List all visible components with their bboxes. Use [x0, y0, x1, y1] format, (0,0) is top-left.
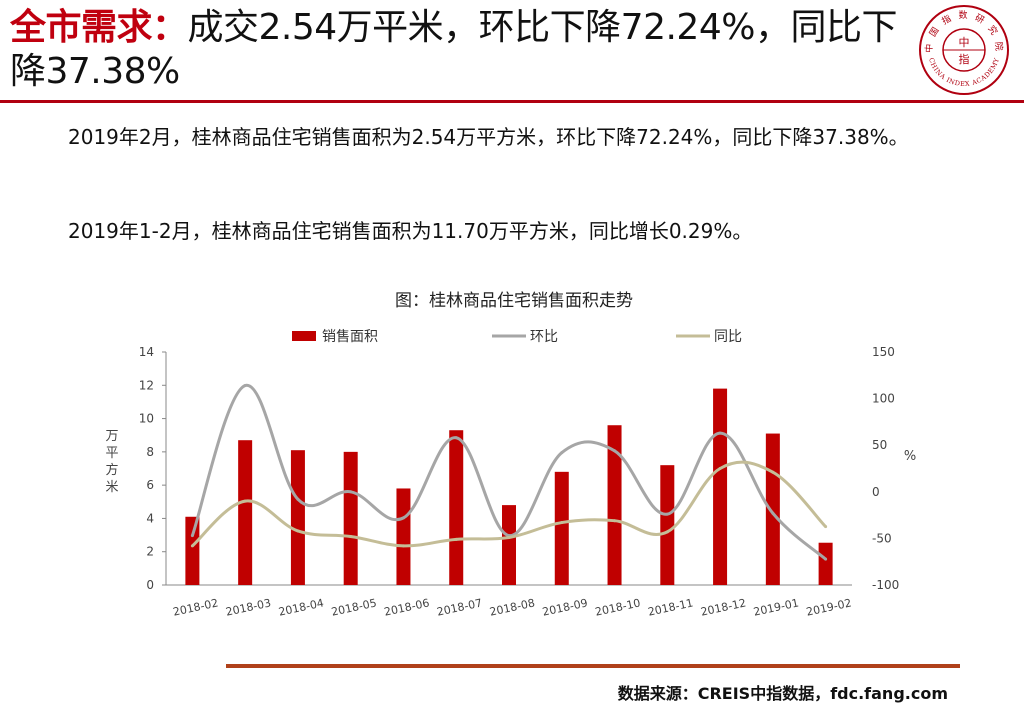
chart-title: 图：桂林商品住宅销售面积走势 [395, 291, 633, 311]
point-series-1-2018-03 [243, 384, 247, 388]
y-axis-label-right: % [904, 449, 916, 464]
logo-center-top: 中 [959, 36, 970, 49]
point-series-2-2018-07 [454, 537, 458, 541]
y-tick-right-1: -100 [872, 578, 899, 592]
point-series-1-2018-05 [349, 490, 353, 494]
bar-2018-07 [449, 430, 464, 585]
y-tick-left-1: 0 [146, 578, 154, 592]
legend-label-2: 环比 [530, 329, 558, 345]
bar-2018-09 [554, 471, 569, 585]
y-axis-label-left-char-3: 方 [105, 462, 118, 478]
point-series-2-2018-05 [349, 535, 353, 539]
point-series-2-2019-01 [771, 470, 775, 474]
page-title-text: 成交2.54万平米，环比下降72.24%，同比下降37.38% [10, 7, 897, 92]
bar-2019-01 [765, 433, 780, 585]
header-divider [0, 100, 1024, 103]
x-tick-2019-02: 2019-02 [805, 596, 853, 618]
bar-2018-10 [607, 425, 622, 585]
point-series-1-2018-07 [454, 436, 458, 440]
x-tick-2018-07: 2018-07 [436, 596, 484, 618]
x-tick-2018-03: 2018-03 [225, 596, 273, 618]
point-series-2-2018-12 [718, 467, 722, 470]
point-series-2-2018-02 [190, 544, 194, 548]
y-axis-label-left-char-1: 万 [105, 429, 118, 444]
bar-2018-05 [343, 451, 358, 585]
point-series-1-2018-04 [296, 497, 300, 501]
bar-2018-11 [660, 465, 675, 585]
y-tick-right-2: -50 [872, 531, 892, 545]
bar-2018-06 [396, 488, 411, 585]
y-tick-left-7: 12 [139, 378, 154, 392]
point-series-1-2018-02 [190, 534, 194, 538]
footer-divider [226, 664, 960, 668]
point-series-1-2018-10 [613, 449, 617, 453]
y-axis-label-left-char-2: 平 [105, 446, 118, 461]
y-tick-left-4: 6 [146, 478, 154, 492]
point-series-1-2019-02 [824, 557, 828, 561]
bar-2019-02 [818, 542, 833, 585]
page-title: 全市需求：成交2.54万平米，环比下降72.24%，同比下降37.38% [10, 6, 910, 94]
legend-label-3: 同比 [714, 329, 742, 345]
point-series-2-2018-03 [243, 499, 247, 503]
x-tick-2019-01: 2019-01 [752, 596, 800, 618]
point-series-2-2019-02 [824, 525, 828, 529]
x-tick-2018-11: 2018-11 [647, 596, 695, 618]
data-source: 数据来源：CREIS中指数据，fdc.fang.com [617, 684, 948, 703]
china-index-academy-logo: 中 国 指 数 研 究 院 CHINA INDEX ACADEMY 中 指 [919, 5, 1009, 95]
x-tick-2018-10: 2018-10 [594, 596, 642, 618]
point-series-2-2018-11 [665, 530, 669, 534]
point-series-2-2018-06 [401, 544, 405, 548]
x-tick-2018-04: 2018-04 [277, 596, 325, 618]
y-tick-right-6: 150 [872, 345, 895, 359]
bar-2018-02 [185, 516, 200, 585]
bar-2018-03 [238, 440, 253, 585]
legend-label-1: 销售面积 [322, 329, 378, 345]
point-series-2-2018-08 [507, 535, 511, 539]
x-tick-2018-05: 2018-05 [330, 596, 378, 618]
bar-2018-12 [713, 388, 728, 585]
y-axis-label-left-char-4: 米 [105, 480, 118, 495]
legend-swatch-1 [292, 331, 316, 341]
x-tick-2018-08: 2018-08 [488, 596, 536, 618]
y-tick-right-3: 0 [872, 485, 880, 499]
point-series-1-2018-09 [560, 451, 564, 455]
y-tick-left-6: 10 [139, 412, 154, 426]
y-tick-left-5: 8 [146, 445, 154, 459]
y-tick-right-5: 100 [872, 392, 895, 406]
point-series-1-2018-06 [401, 516, 405, 520]
x-tick-2018-02: 2018-02 [172, 596, 220, 618]
logo-center-bottom: 指 [959, 52, 970, 66]
x-tick-2018-12: 2018-12 [700, 596, 748, 618]
cumulative-paragraph: 2019年1-2月，桂林商品住宅销售面积为11.70万平方米，同比增长0.29%… [68, 219, 753, 243]
x-tick-2018-09: 2018-09 [541, 596, 589, 618]
y-tick-left-8: 14 [139, 345, 154, 359]
x-tick-2018-06: 2018-06 [383, 596, 431, 618]
point-series-1-2019-01 [771, 511, 775, 515]
bar-2018-04 [290, 450, 305, 585]
y-tick-left-2: 2 [146, 545, 154, 559]
point-series-2-2018-04 [296, 529, 300, 533]
y-tick-left-3: 4 [146, 511, 154, 525]
point-series-2-2018-09 [560, 521, 564, 525]
bar-2018-08 [502, 505, 516, 585]
page-title-highlight: 全市需求： [10, 7, 188, 48]
summary-paragraph: 2019年2月，桂林商品住宅销售面积为2.54万平方米，环比下降72.24%，同… [68, 125, 909, 149]
point-series-2-2018-10 [613, 519, 617, 523]
point-series-1-2018-12 [718, 431, 722, 435]
y-tick-right-4: 50 [872, 438, 887, 452]
point-series-1-2018-11 [665, 512, 669, 516]
